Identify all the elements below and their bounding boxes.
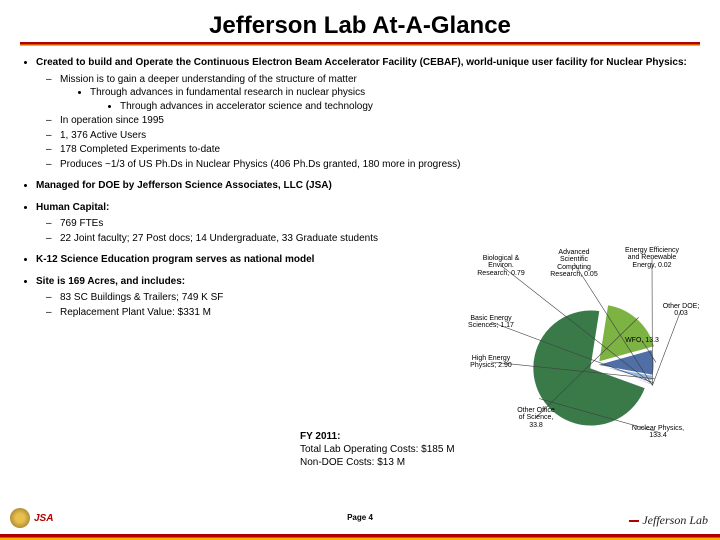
fy-line1: Total Lab Operating Costs: $185 M — [300, 443, 455, 456]
slide-title: Jefferson Lab At-A-Glance — [20, 12, 700, 40]
jlab-dash-icon — [629, 520, 639, 522]
title-underline — [20, 42, 700, 46]
pie-label: Other Office of Science, 33.8 — [514, 407, 558, 429]
pie-leader-line — [652, 310, 681, 385]
bullet-1-sub5: Produces ~1/3 of US Ph.Ds in Nuclear Phy… — [60, 159, 460, 170]
fy-title: FY 2011: — [300, 430, 455, 443]
pie-label: Nuclear Physics, 133.4 — [628, 425, 688, 440]
bullet-1-sub2: In operation since 1995 — [60, 115, 164, 126]
doe-seal-icon — [10, 508, 30, 528]
bullet-1-sub1: Mission is to gain a deeper understandin… — [60, 74, 357, 85]
pie-label: Biological & Environ. Research, 0.79 — [472, 255, 530, 277]
footer-bar — [0, 534, 720, 540]
pie-label: High Energy Physics; 2.90 — [462, 355, 520, 370]
fy-summary: FY 2011: Total Lab Operating Costs: $185… — [300, 430, 455, 469]
bullet-2: Managed for DOE by Jefferson Science Ass… — [36, 180, 332, 191]
page-number: Page 4 — [0, 513, 720, 522]
bullet-1-sub4: 178 Completed Experiments to-date — [60, 144, 220, 155]
bullet-1-sub1a: Through advances in fundamental research… — [90, 87, 365, 98]
pie-label: WFO, 13.3 — [622, 337, 662, 344]
pie-label: Other DOE; 0.03 — [658, 303, 704, 318]
pie-label: Advanced Scientific Computing Research, … — [546, 249, 602, 278]
bullet-3: Human Capital: — [36, 202, 109, 213]
bullet-5-sub2: Replacement Plant Value: $331 M — [60, 307, 211, 318]
pie-label: Basic Energy Sciences; 1.17 — [462, 315, 520, 330]
budget-pie-chart: Nuclear Physics, 133.4 Other Office of Sc… — [466, 245, 706, 455]
fy-line2: Non-DOE Costs: $13 M — [300, 456, 455, 469]
jlab-logo-text: Jefferson Lab — [642, 513, 708, 528]
bullet-5-sub1: 83 SC Buildings & Trailers; 749 K SF — [60, 292, 223, 303]
pie-label: Energy Efficiency and Renewable Energy, … — [622, 247, 682, 269]
footer-logo-right: Jefferson Lab — [629, 513, 708, 528]
footer-logo-left: JSA — [10, 508, 53, 528]
bullet-4: K-12 Science Education program serves as… — [36, 254, 314, 265]
bullet-1: Created to build and Operate the Continu… — [36, 57, 687, 68]
bullet-1-sub1b: Through advances in accelerator science … — [120, 101, 373, 112]
bullet-3-sub2: 22 Joint faculty; 27 Post docs; 14 Under… — [60, 233, 378, 244]
bullet-1-sub3: 1, 376 Active Users — [60, 130, 146, 141]
bullet-5: Site is 169 Acres, and includes: — [36, 276, 185, 287]
jsa-logo-text: JSA — [34, 513, 53, 524]
bullet-3-sub1: 769 FTEs — [60, 218, 103, 229]
